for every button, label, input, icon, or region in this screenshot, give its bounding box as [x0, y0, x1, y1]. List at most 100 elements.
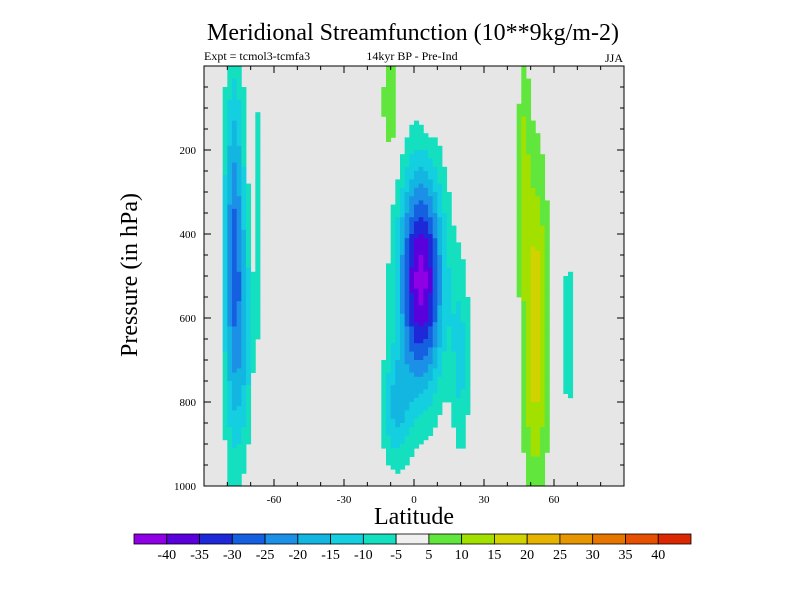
field-cell — [246, 284, 252, 289]
field-cell — [456, 322, 462, 327]
field-cell — [516, 246, 522, 252]
field-cell — [227, 91, 233, 96]
colorbar-label: 5 — [425, 548, 432, 563]
field-cell — [232, 129, 238, 134]
field-cell — [460, 381, 466, 386]
field-cell — [255, 154, 261, 159]
field-cell — [526, 423, 532, 428]
field-cell — [516, 141, 522, 147]
field-cell — [395, 183, 401, 189]
field-cell — [222, 410, 228, 415]
field-cell — [442, 221, 448, 226]
field-cell — [390, 129, 396, 134]
field-cell — [460, 372, 466, 378]
field-cell — [516, 255, 522, 260]
field-cell — [526, 288, 532, 294]
field-cell — [432, 154, 438, 159]
field-cell — [456, 376, 462, 382]
field-cell — [526, 229, 532, 235]
field-cell — [409, 452, 415, 457]
field-cell — [442, 280, 448, 285]
field-cell — [540, 200, 546, 205]
field-cell — [521, 246, 527, 252]
field-cell — [246, 225, 252, 231]
field-cell — [526, 217, 532, 222]
field-cell — [232, 259, 238, 264]
field-cell — [227, 112, 233, 117]
field-cell — [232, 103, 238, 109]
field-cell — [241, 154, 247, 159]
field-cell — [404, 418, 410, 424]
field-cell — [516, 145, 522, 151]
field-cell — [460, 351, 466, 357]
field-cell — [390, 439, 396, 445]
field-cell — [521, 381, 527, 386]
field-cell — [236, 330, 242, 336]
field-cell — [255, 263, 261, 268]
field-cell — [404, 246, 410, 252]
field-cell — [404, 192, 410, 197]
field-cell — [530, 469, 536, 474]
field-cell — [386, 70, 392, 75]
field-cell — [395, 229, 401, 235]
field-cell — [232, 150, 238, 155]
field-cell — [432, 368, 438, 373]
field-cell — [423, 271, 429, 277]
field-cell — [390, 339, 396, 344]
field-cell — [418, 326, 424, 331]
field-cell — [544, 292, 550, 298]
field-cell — [232, 280, 238, 285]
field-cell — [236, 82, 242, 88]
field-cell — [414, 301, 420, 306]
field-cell — [255, 175, 261, 180]
field-cell — [400, 183, 406, 189]
field-cell — [432, 288, 438, 294]
field-cell — [390, 120, 396, 126]
field-cell — [521, 200, 527, 205]
field-cell — [535, 137, 541, 142]
field-cell — [432, 360, 438, 365]
field-cell — [381, 87, 387, 92]
field-cell — [442, 318, 448, 323]
field-cell — [451, 385, 457, 390]
field-cell — [400, 200, 406, 205]
field-cell — [446, 397, 452, 403]
field-cell — [227, 376, 233, 382]
field-cell — [442, 246, 448, 252]
field-cell — [222, 292, 228, 298]
field-cell — [521, 360, 527, 365]
field-cell — [409, 347, 415, 352]
field-cell — [418, 439, 424, 445]
field-cell — [568, 343, 574, 348]
field-cell — [395, 213, 401, 218]
field-cell — [535, 158, 541, 163]
field-cell — [437, 385, 443, 390]
field-cell — [400, 431, 406, 436]
field-cell — [255, 217, 261, 222]
field-cell — [535, 305, 541, 310]
field-cell — [400, 460, 406, 466]
field-cell — [409, 217, 415, 222]
field-cell — [423, 183, 429, 189]
field-cell — [460, 292, 466, 298]
field-cell — [255, 330, 261, 336]
field-cell — [222, 389, 228, 394]
field-cell — [442, 376, 448, 382]
field-cell — [404, 242, 410, 247]
field-cell — [563, 368, 569, 373]
field-cell — [544, 435, 550, 441]
field-cell — [568, 313, 574, 319]
field-cell — [386, 112, 392, 117]
field-cell — [404, 456, 410, 462]
field-cell — [236, 221, 242, 226]
field-cell — [390, 410, 396, 415]
field-cell — [451, 318, 457, 323]
field-cell — [232, 225, 238, 231]
field-cell — [386, 66, 392, 71]
field-cell — [418, 250, 424, 256]
field-cell — [222, 145, 228, 151]
field-cell — [232, 435, 238, 441]
x-tick-label: 60 — [549, 494, 561, 506]
field-cell — [414, 150, 420, 155]
field-cell — [222, 99, 228, 105]
